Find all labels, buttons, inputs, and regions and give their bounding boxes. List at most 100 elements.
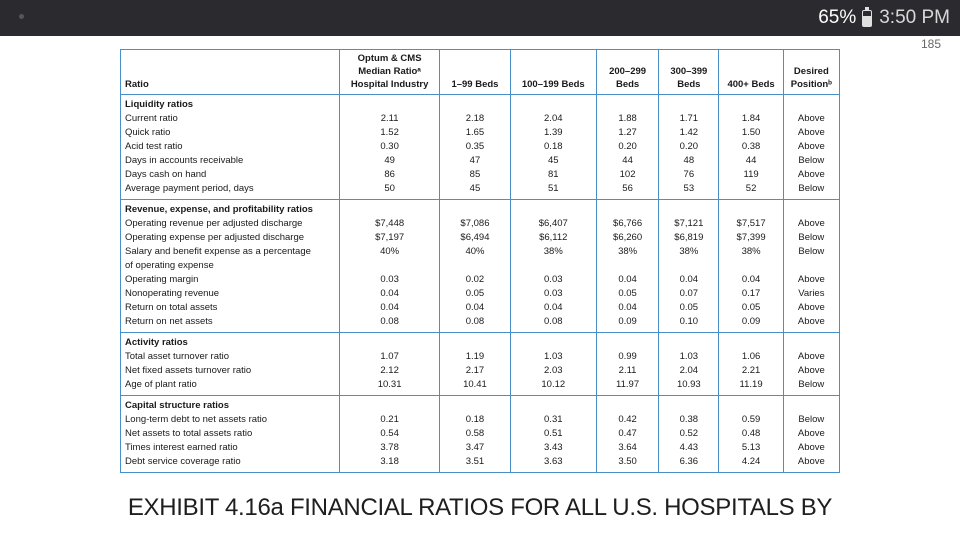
desired-position-cell: Below: [782, 245, 840, 259]
table-row: Age of plant ratio 10.31 10.41 10.12 11.97 10…: [121, 378, 840, 396]
value-cell: 0.04: [718, 273, 784, 287]
ratio-name-cell: Times interest earned ratio: [125, 442, 238, 453]
empty-cell: [782, 395, 840, 413]
ratio-name-cell: Debt service coverage ratio: [125, 456, 241, 467]
value-cell: 0.04: [658, 273, 719, 287]
column-header: 200–299 Beds: [595, 49, 659, 95]
empty-cell: [439, 199, 511, 217]
section-title: Liquidity ratios: [125, 99, 194, 110]
value-cell: 0.04: [439, 301, 511, 315]
empty-cell: [658, 395, 719, 413]
empty-cell: [782, 94, 840, 112]
value-cell: 0.20: [595, 140, 659, 154]
column-header: Desired Positionᵇ: [782, 49, 840, 95]
table-row: Times interest earned ratio 3.78 3.47 3.43 3…: [121, 441, 840, 455]
value-cell: 1.84: [718, 112, 784, 126]
ratio-name-cell: Operating margin: [125, 274, 199, 285]
value-cell: 0.31: [509, 413, 597, 427]
value-cell: 0.04: [338, 287, 440, 301]
ratio-name-cell: Salary and benefit expense as a percenta…: [125, 246, 311, 257]
value-cell: 76: [658, 168, 719, 182]
desired-position-cell: Above: [782, 168, 840, 182]
table-row: Operating margin 0.03 0.02 0.03 0.04 0.04 0.04…: [121, 273, 840, 287]
value-cell: 3.50: [595, 455, 659, 473]
value-cell: 0.30: [338, 140, 440, 154]
value-cell: 0.02: [439, 273, 511, 287]
ratio-name-cell: Return on net assets: [125, 316, 213, 327]
value-cell: 102: [595, 168, 659, 182]
value-cell: 3.47: [439, 441, 511, 455]
table-row: Long-term debt to net assets ratio 0.21 0.…: [121, 413, 840, 427]
ratio-name-cell: of operating expense: [125, 260, 214, 271]
value-cell: 4.43: [658, 441, 719, 455]
value-cell: 44: [595, 154, 659, 168]
table-row: Total asset turnover ratio 1.07 1.19 1.03 0.…: [121, 350, 840, 364]
section-title: Capital structure ratios: [120, 395, 340, 413]
value-cell: $7,121: [658, 217, 719, 231]
value-cell: 0.58: [439, 427, 511, 441]
value-cell: $7,399: [718, 231, 784, 245]
value-cell: 1.06: [718, 350, 784, 364]
desired-position-cell: Varies: [782, 287, 840, 301]
value-cell: 6.36: [658, 455, 719, 473]
value-cell: 0.03: [509, 287, 597, 301]
column-header: 300–399 Beds: [658, 49, 719, 95]
empty-cell: [338, 395, 440, 413]
value-cell: 50: [338, 182, 440, 200]
value-cell: 0.10: [658, 315, 719, 333]
value-cell: 1.65: [439, 126, 511, 140]
value-cell: 51: [509, 182, 597, 200]
empty-cell: [658, 199, 719, 217]
table-row: Quick ratio 1.52 1.65 1.39 1.27 1.42 1.50 Above: [121, 126, 840, 140]
ratio-name-cell: Nonoperating revenue: [125, 288, 220, 299]
value-cell: $6,407: [509, 217, 597, 231]
empty-cell: [439, 332, 511, 350]
value-cell: 2.11: [338, 112, 440, 126]
desired-position-cell: Above: [782, 427, 840, 441]
table-row: Nonoperating revenue 0.04 0.05 0.03 0.05 0.07…: [121, 287, 840, 301]
value-cell: 1.03: [509, 350, 597, 364]
value-cell: 0.08: [439, 315, 511, 333]
value-cell: 0.99: [595, 350, 659, 364]
value-cell: 2.04: [658, 364, 719, 378]
desired-position-cell: Above: [782, 273, 840, 287]
ratio-name-cell: Net assets to total assets ratio: [125, 428, 253, 439]
ratio-name-cell: Operating revenue per adjusted discharge: [125, 218, 303, 229]
value-cell: $6,766: [595, 217, 659, 231]
section-header-row: Revenue, expense, and profitability rati…: [120, 199, 840, 217]
value-cell: 0.35: [439, 140, 511, 154]
value-cell: 0.05: [718, 301, 784, 315]
header-row: Ratio Optum & CMS Median Ratioᵃ Hospital …: [120, 49, 840, 95]
value-cell: 3.18: [338, 455, 440, 473]
ratio-name-cell: Average payment period, days: [125, 183, 254, 194]
value-cell: 0.09: [595, 315, 659, 333]
value-cell: 0.04: [595, 301, 659, 315]
value-cell: 0.03: [338, 273, 440, 287]
value-cell: 2.12: [338, 364, 440, 378]
value-cell: 3.78: [338, 441, 440, 455]
value-cell: 1.50: [718, 126, 784, 140]
value-cell: 0.54: [338, 427, 440, 441]
ratio-name-cell: Age of plant ratio: [125, 379, 197, 390]
empty-cell: [338, 199, 440, 217]
value-cell: 38%: [509, 245, 597, 259]
value-cell: 0.38: [658, 413, 719, 427]
value-cell: [338, 259, 440, 273]
empty-cell: [509, 395, 597, 413]
ratio-name-cell: Operating expense per adjusted discharge: [125, 232, 305, 243]
value-cell: 0.47: [595, 427, 659, 441]
desired-position-cell: Below: [782, 182, 840, 200]
desired-position-cell: [782, 259, 840, 273]
ratio-name-cell: Current ratio: [125, 113, 178, 124]
value-cell: 1.19: [439, 350, 511, 364]
value-cell: 1.03: [658, 350, 719, 364]
column-header: 100–199 Beds: [509, 49, 597, 95]
desired-position-cell: Below: [782, 231, 840, 245]
value-cell: 11.97: [595, 378, 659, 396]
table-body: Liquidity ratios Current ratio 2.11 2.18 2.0…: [120, 94, 840, 473]
value-cell: 1.88: [595, 112, 659, 126]
value-cell: 0.05: [658, 301, 719, 315]
desired-position-cell: Above: [782, 455, 840, 473]
column-header: Optum & CMS Median Ratioᵃ Hospital Indus…: [338, 49, 440, 95]
empty-cell: [595, 332, 659, 350]
